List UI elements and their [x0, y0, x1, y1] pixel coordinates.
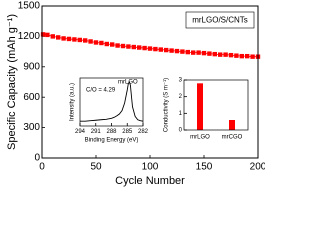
- x-tick-label: 0: [39, 162, 45, 173]
- data-point: [99, 40, 104, 46]
- data-point: [131, 44, 136, 50]
- y-tick-label: 1200: [18, 31, 41, 42]
- y-axis-title: Conductivity (S m⁻¹): [164, 78, 170, 132]
- y-tick-label: 1: [179, 111, 183, 117]
- data-point: [169, 48, 174, 53]
- y-tick-label: 1500: [18, 1, 41, 12]
- y-tick-label: 600: [23, 92, 40, 103]
- data-point: [185, 49, 190, 55]
- y-tick-label: 3: [179, 78, 183, 84]
- data-point: [164, 47, 169, 53]
- data-point: [83, 38, 88, 43]
- y-axis-title: Specific Capacity (mAh g⁻¹): [6, 14, 18, 150]
- x-tick-label: 285: [122, 129, 133, 135]
- data-point: [137, 45, 142, 50]
- bar: [229, 120, 235, 130]
- data-point: [201, 50, 207, 56]
- y-tick-label: 900: [23, 61, 40, 72]
- legend-box: [185, 11, 255, 29]
- data-point: [120, 43, 126, 49]
- data-point: [56, 35, 61, 40]
- annotation: mrLGO: [118, 80, 138, 86]
- legend-label: mrLGO/S/CNTs: [192, 16, 248, 25]
- x-tick-label: 288: [106, 129, 117, 135]
- x-tick-label: 50: [90, 162, 102, 173]
- data-point: [196, 50, 201, 55]
- data-point: [110, 42, 115, 47]
- y-tick-label: 0: [34, 153, 40, 164]
- plot-frame: [183, 79, 249, 131]
- data-point: [93, 40, 99, 45]
- data-point: [50, 34, 55, 39]
- data-point: [245, 53, 250, 59]
- data-point: [115, 43, 120, 48]
- x-tick-label: 200: [250, 162, 265, 173]
- data-point: [61, 36, 66, 41]
- data-point: [250, 54, 255, 59]
- y-tick-label: 0: [179, 128, 183, 134]
- data-point: [88, 39, 93, 44]
- plot-frame: [79, 77, 144, 127]
- x-tick-label: mrCGO: [222, 135, 243, 141]
- data-point: [212, 51, 217, 57]
- x-tick-label: 294: [75, 129, 86, 135]
- plot-frame: [41, 5, 259, 159]
- data-point: [126, 44, 131, 49]
- data-point: [72, 37, 77, 42]
- x-tick-label: 291: [91, 129, 102, 135]
- data-point: [77, 37, 82, 43]
- data-point: [40, 32, 46, 37]
- data-point: [104, 41, 109, 47]
- data-point: [66, 36, 72, 42]
- data-point: [234, 53, 239, 58]
- data-point: [223, 52, 228, 57]
- y-tick-label: 2: [179, 94, 183, 100]
- x-axis-title: Cycle Number: [115, 175, 185, 187]
- x-tick-label: 150: [196, 162, 213, 173]
- data-point: [142, 45, 147, 51]
- x-tick-label: mrLGO: [190, 135, 210, 141]
- chart: 0 300 600 900 1200 1500 0 50 100 150 200 Cycle Numb…: [6, 1, 265, 187]
- data-line: [80, 80, 144, 122]
- data-point: [239, 53, 244, 59]
- x-tick-label: 100: [142, 162, 159, 173]
- data-point: [228, 52, 234, 58]
- y-tick-label: 300: [23, 122, 40, 133]
- x-axis-title: Binding Energy (eV): [85, 138, 139, 144]
- annotation: C/O = 4.29: [86, 88, 116, 94]
- data-point: [45, 32, 50, 38]
- data-point: [174, 48, 180, 54]
- bar: [197, 83, 203, 130]
- data-point: [218, 52, 223, 57]
- data-point: [153, 46, 158, 52]
- x-tick-label: 282: [138, 129, 149, 135]
- data-point: [207, 51, 212, 56]
- data-point: [180, 49, 185, 54]
- data-point: [158, 47, 163, 52]
- data-point: [191, 50, 196, 55]
- y-axis-title: Intensity (a.u.): [70, 83, 76, 121]
- data-point: [147, 46, 153, 51]
